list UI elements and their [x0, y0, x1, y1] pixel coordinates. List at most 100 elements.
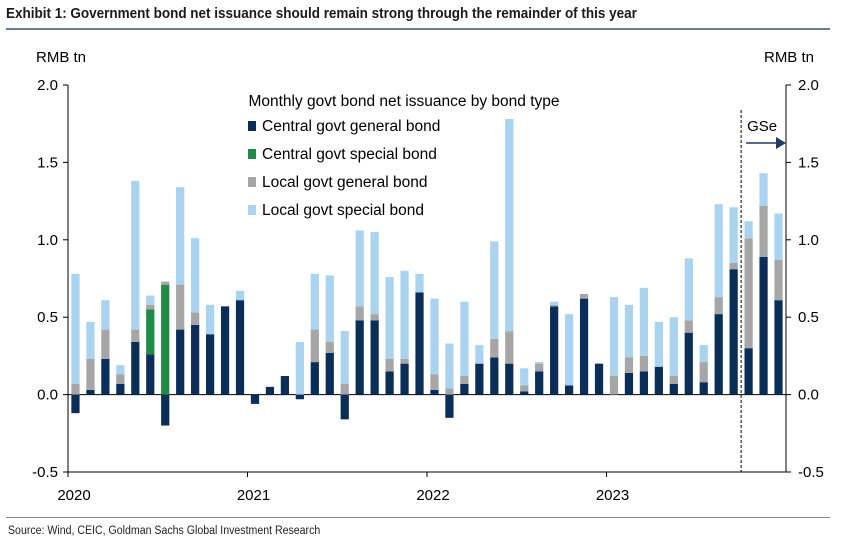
- bar-segment: [385, 276, 394, 359]
- bar-segment: [355, 230, 364, 307]
- y-tick-label-left: 0.5: [37, 309, 58, 326]
- y-tick-label-right: 1.5: [798, 154, 819, 171]
- bar-segment: [220, 306, 230, 395]
- bar-segment: [460, 383, 469, 395]
- bar-segment: [505, 331, 514, 364]
- bar-segment: [729, 269, 738, 395]
- bar-segment: [116, 365, 125, 375]
- forecast-arrow-head: [776, 137, 786, 149]
- bar-segment: [116, 374, 125, 384]
- bar-segment: [340, 331, 349, 384]
- bar-segment: [265, 386, 275, 395]
- bar-segment: [101, 358, 110, 395]
- y-tick-label-right: 0.5: [798, 309, 819, 326]
- bar-segment: [146, 304, 155, 310]
- bar-segment: [714, 204, 723, 298]
- bar-segment: [669, 317, 678, 377]
- bar-segment: [146, 354, 155, 395]
- bar-segment: [460, 376, 469, 384]
- bar-segment: [325, 352, 334, 395]
- bar-segment: [564, 314, 574, 386]
- source-note: Source: Wind, CEIC, Goldman Sachs Global…: [8, 525, 321, 537]
- bar-segment: [475, 363, 484, 395]
- bar-segment: [684, 332, 693, 395]
- bar-segment: [370, 232, 379, 315]
- bar-segment: [445, 394, 454, 418]
- legend-label: Local govt special bond: [262, 202, 424, 219]
- bar-segment: [684, 320, 693, 333]
- y-tick-label-left: 0.0: [37, 387, 58, 404]
- bar-segment: [340, 383, 349, 395]
- bar-segment: [430, 374, 439, 390]
- x-tick-label: 2023: [596, 487, 629, 504]
- bar-segment: [445, 388, 454, 395]
- bar-segment: [310, 329, 319, 363]
- bar-segment: [71, 383, 80, 395]
- bar-segment: [176, 284, 185, 330]
- bar-segment: [654, 321, 663, 367]
- bar-segment: [624, 372, 634, 395]
- bar-segment: [146, 309, 155, 355]
- bar-segment: [176, 187, 185, 285]
- y-tick-label-left: 1.5: [37, 154, 58, 171]
- bar-segment: [131, 329, 140, 342]
- bar-segment: [355, 320, 364, 395]
- legend-swatch: [248, 121, 256, 131]
- title-divider: [6, 28, 830, 30]
- y-tick-label-right: 0.0: [798, 387, 819, 404]
- bar-segment: [535, 363, 544, 372]
- bar-segment: [774, 259, 783, 301]
- bar-segment: [669, 376, 678, 384]
- bar-segment: [579, 293, 589, 299]
- exhibit-title: Exhibit 1: Government bond net issuance …: [6, 6, 637, 22]
- bar-segment: [131, 341, 140, 395]
- x-tick-label: 2022: [416, 487, 449, 504]
- bar-segment: [624, 304, 634, 358]
- bar-segment: [340, 394, 349, 420]
- bar-segment: [609, 297, 619, 377]
- bar-segment: [176, 329, 185, 395]
- bar-segment: [684, 258, 693, 321]
- bar-segment: [759, 205, 768, 257]
- bar-segment: [205, 334, 215, 395]
- y-tick-label-left: 1.0: [37, 232, 58, 249]
- bar-segment: [310, 362, 319, 395]
- bar-segment: [235, 300, 245, 395]
- bar-segment: [744, 238, 753, 349]
- bar-segment: [355, 306, 364, 321]
- chart-subtitle: Monthly govt bond net issuance by bond t…: [248, 93, 559, 110]
- bar-segment: [490, 338, 499, 358]
- bar-segment: [146, 295, 155, 305]
- bar-segment: [116, 383, 125, 395]
- bar-segment: [624, 357, 634, 373]
- bar-segment: [699, 362, 708, 383]
- bar-segment: [550, 306, 559, 395]
- chart-bars: [71, 119, 783, 426]
- bar-segment: [86, 389, 95, 395]
- x-tick-label: 2020: [57, 487, 90, 504]
- legend-swatch: [248, 149, 256, 159]
- y-tick-label-right: 1.0: [798, 232, 819, 249]
- footer-divider: [6, 517, 830, 518]
- bar-segment: [161, 284, 170, 395]
- bar-segment: [744, 221, 753, 239]
- chart-axes: [63, 84, 791, 477]
- legend-label: Central govt general bond: [262, 118, 440, 135]
- bar-segment: [639, 355, 649, 372]
- y-axis-title-right: RMB tn: [764, 49, 814, 66]
- bar-segment: [475, 345, 484, 364]
- bar-segment: [654, 366, 663, 395]
- bar-segment: [490, 241, 499, 339]
- bar-segment: [445, 343, 454, 389]
- bar-segment: [400, 358, 409, 364]
- y-tick-label-left: 2.0: [37, 77, 58, 94]
- bar-segment: [191, 324, 200, 395]
- bar-segment: [520, 368, 529, 386]
- chart-legend: Central govt general bond Central govt sp…: [248, 118, 440, 219]
- bar-segment: [609, 376, 619, 395]
- bar-segment: [400, 270, 409, 359]
- bar-segment: [191, 238, 200, 313]
- bar-segment: [191, 312, 200, 325]
- y-axis-title-left: RMB tn: [36, 49, 86, 66]
